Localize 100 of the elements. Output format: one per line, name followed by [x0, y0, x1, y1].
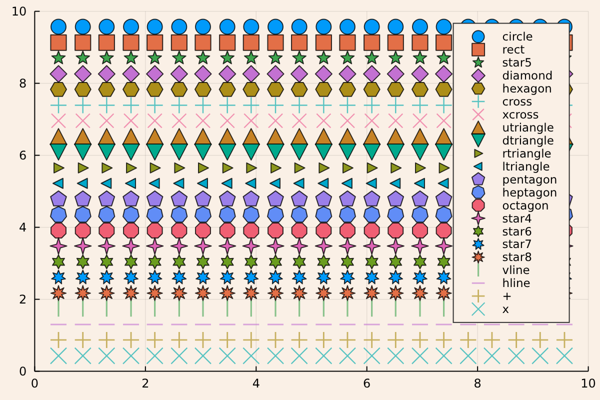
point [172, 270, 187, 284]
point [170, 65, 188, 83]
point [196, 270, 210, 284]
point [435, 237, 453, 255]
point [122, 82, 140, 97]
point [50, 65, 68, 83]
point [290, 237, 308, 255]
point [78, 162, 89, 174]
point [194, 237, 212, 255]
point [339, 285, 356, 302]
point [435, 82, 452, 97]
point [411, 237, 429, 255]
point [315, 206, 332, 223]
point [387, 190, 404, 206]
point [366, 178, 377, 189]
legend-label: vline [502, 263, 530, 278]
point [76, 254, 90, 270]
legend-label: utriangle [502, 120, 554, 134]
point [50, 237, 68, 255]
point [267, 190, 284, 206]
point [174, 162, 186, 174]
point [294, 162, 306, 174]
point [387, 34, 404, 51]
point [196, 254, 210, 270]
legend-label: ltriangle [502, 159, 550, 174]
point [412, 34, 428, 51]
legend-label: rtriangle [502, 146, 552, 160]
point [74, 65, 92, 83]
y-tick-label: 6 [19, 148, 27, 162]
point [75, 270, 90, 284]
point [99, 270, 114, 284]
point [314, 237, 332, 255]
point [218, 65, 236, 83]
point [316, 285, 332, 302]
point [194, 206, 212, 223]
legend-label: pentagon [502, 172, 558, 186]
point [122, 237, 140, 255]
point [122, 144, 140, 161]
point [339, 190, 356, 206]
point [266, 237, 284, 255]
point [218, 206, 236, 223]
point [388, 18, 404, 35]
point [412, 206, 428, 223]
point [98, 82, 116, 97]
point [98, 206, 116, 223]
point [411, 65, 429, 83]
point [436, 18, 452, 35]
point [148, 178, 160, 189]
point [414, 254, 426, 270]
point [290, 206, 308, 223]
point [74, 34, 92, 51]
point [123, 18, 140, 35]
point [173, 178, 184, 189]
point [341, 178, 352, 189]
point [338, 206, 356, 223]
point [122, 190, 140, 206]
point [194, 65, 212, 83]
point [242, 65, 260, 83]
point [340, 270, 355, 284]
point [269, 254, 282, 270]
point [388, 222, 404, 239]
point [339, 18, 356, 35]
point [170, 34, 188, 51]
point [435, 144, 453, 161]
point [266, 144, 284, 161]
point [291, 285, 308, 302]
point [364, 285, 380, 302]
point [436, 34, 452, 51]
point [195, 222, 211, 239]
point [318, 162, 330, 174]
point [76, 178, 88, 189]
point [363, 237, 381, 255]
point [341, 254, 354, 270]
point [412, 82, 429, 97]
point [342, 162, 354, 174]
point [52, 178, 64, 189]
point [412, 50, 428, 64]
point [292, 254, 306, 270]
point [194, 190, 212, 206]
point [366, 162, 378, 174]
legend-label: dtriangle [502, 133, 554, 148]
legend-label: star5 [502, 56, 532, 70]
point [318, 178, 329, 189]
point [170, 190, 188, 206]
point [268, 270, 283, 284]
point [50, 82, 68, 97]
point [437, 254, 450, 270]
point [412, 222, 428, 239]
point [150, 162, 161, 174]
point [74, 206, 92, 223]
point [412, 285, 428, 302]
point [316, 270, 332, 284]
point [170, 237, 188, 255]
point [387, 82, 404, 97]
point [220, 50, 235, 64]
legend-label: rect [502, 42, 526, 57]
point [412, 270, 428, 284]
point [364, 50, 379, 64]
point [245, 178, 256, 189]
point [389, 254, 402, 270]
